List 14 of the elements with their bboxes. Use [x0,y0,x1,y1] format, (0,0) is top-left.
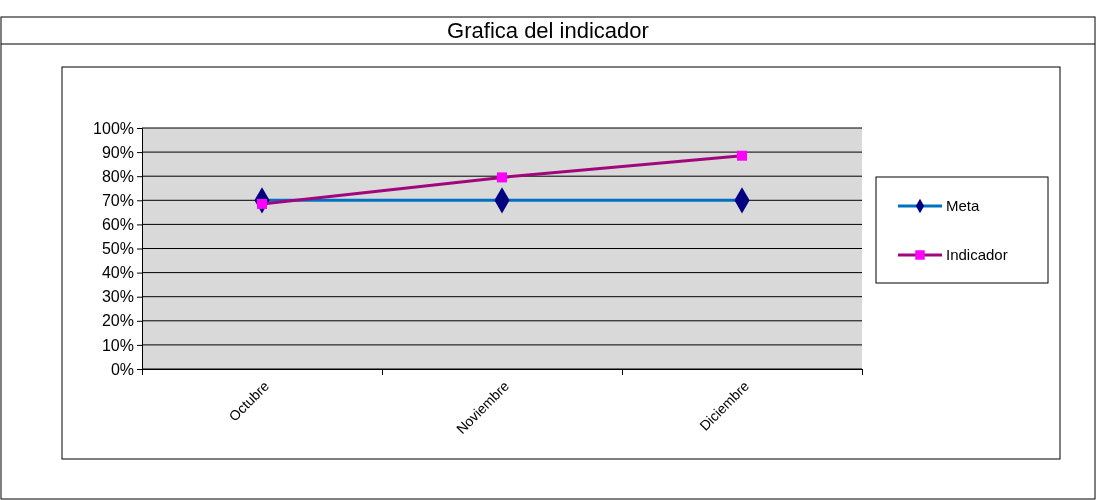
legend-label: Meta [946,197,980,214]
y-tick-label: 100% [93,119,134,137]
y-tick-label: 70% [101,191,134,209]
y-tick-label: 90% [101,143,134,161]
y-tick-label: 80% [101,167,134,185]
y-tick-label: 20% [101,312,134,330]
y-tick-label: 10% [101,336,134,354]
legend-label: Indicador [946,246,1008,263]
y-tick-label: 30% [101,288,134,306]
y-tick-label: 0% [110,360,134,378]
chart-title: Grafica del indicador [447,18,649,43]
y-tick-label: 60% [101,216,134,234]
y-tick-label: 40% [101,264,134,282]
y-tick-label: 50% [101,240,134,258]
